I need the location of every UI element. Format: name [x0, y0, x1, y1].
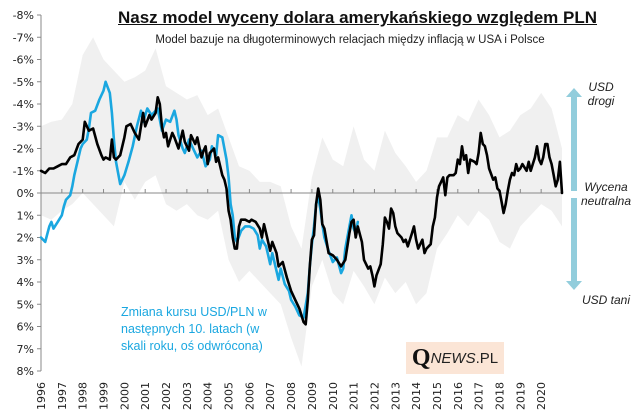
logo-q: Q [411, 344, 431, 371]
x-tick-label: 2018 [493, 382, 506, 410]
y-tick-label: -3% [13, 120, 34, 133]
y-tick-label: -8% [13, 9, 34, 22]
x-tick-label: 2016 [452, 382, 465, 410]
y-tick-label: -6% [13, 54, 34, 67]
fx-series-annotation: Zmiana kursu USD/PLN w następnych 10. la… [121, 304, 291, 355]
label-neutral-line2: neutralna [580, 194, 632, 208]
y-tick-label: 2% [17, 232, 34, 245]
series-layer [39, 80, 564, 326]
x-tick-label: 1998 [77, 382, 90, 410]
y-tick-label: -2% [13, 143, 34, 156]
x-tick-label: 2010 [327, 382, 340, 410]
label-neutral-line1: Wycena [584, 180, 628, 194]
valuation-arrow [566, 88, 582, 290]
x-tick-label: 2003 [181, 382, 194, 410]
x-tick-label: 2002 [160, 382, 173, 410]
x-tick-label: 2013 [389, 382, 402, 410]
x-tick-label: 2007 [264, 382, 277, 410]
y-tick-label: -4% [13, 98, 34, 111]
x-tick-label: 2005 [223, 382, 236, 410]
y-tick-label: -7% [13, 31, 34, 44]
label-usd-expensive-line1: USD [588, 80, 614, 94]
y-tick-label: 3% [17, 254, 34, 267]
arrow-upper-shaft [571, 95, 577, 191]
y-tick-label: 1% [17, 209, 34, 222]
fx-annotation-line1: Zmiana kursu USD/PLN w [121, 305, 267, 319]
x-tick-label: 2015 [431, 382, 444, 410]
x-tick-label: 2012 [368, 382, 381, 410]
logo-news: NEWS [430, 349, 476, 367]
x-tick-label: 2000 [118, 382, 131, 410]
y-tick-label: -1% [13, 165, 34, 178]
qnews-logo: Q NEWS .PL [406, 342, 504, 374]
chart-subtitle: Model bazuje na długoterminowych relacja… [155, 34, 545, 46]
y-tick-label: 7% [17, 343, 34, 356]
label-usd-expensive-line2: drogi [587, 94, 615, 108]
y-tick-label: 6% [17, 321, 34, 334]
y-tick-label: 4% [17, 276, 34, 289]
x-tick-label: 2004 [202, 382, 215, 410]
label-usd-expensive: USD drogi [576, 80, 626, 108]
model-series-line [39, 96, 564, 326]
arrow-lower-shaft [571, 198, 577, 283]
label-usd-cheap: USD tani [581, 293, 631, 307]
axes: -8% -7% -6% -5% -4% -3% -2% -1% 0% 1% 2% 3% 4% 5% 6% 7%… [13, 9, 562, 410]
arrow-down-head-icon [566, 281, 582, 290]
x-tick-label: 2006 [243, 382, 256, 410]
x-tick-label: 2019 [514, 382, 527, 410]
fx-annotation-line3: skali roku, oś odwrócona) [121, 339, 263, 353]
y-tick-label: 5% [17, 298, 34, 311]
x-tick-label: 2009 [306, 382, 319, 410]
y-tick-label: -5% [13, 76, 34, 89]
y-tick-label: 8% [17, 365, 34, 378]
y-tick-label: 0% [17, 187, 34, 200]
fx-annotation-line2: następnych 10. latach (w [121, 322, 260, 336]
x-tick-label: 2014 [410, 382, 423, 410]
x-tick-label: 2017 [473, 382, 486, 410]
chart-title: Nasz model wyceny dolara amerykańskiego … [118, 8, 598, 27]
x-tick-label: 2020 [535, 382, 548, 410]
x-tick-label: 1996 [35, 382, 48, 410]
x-tick-label: 2011 [348, 382, 361, 410]
logo-pl: .PL [475, 349, 499, 367]
x-tick-label: 1997 [56, 382, 69, 410]
x-tick-label: 2008 [285, 382, 298, 410]
label-neutral-valuation: Wycena neutralna [575, 180, 637, 208]
x-tick-label: 2001 [139, 382, 152, 410]
arrow-up-head-icon [566, 88, 582, 97]
x-tick-label: 1999 [98, 382, 111, 410]
